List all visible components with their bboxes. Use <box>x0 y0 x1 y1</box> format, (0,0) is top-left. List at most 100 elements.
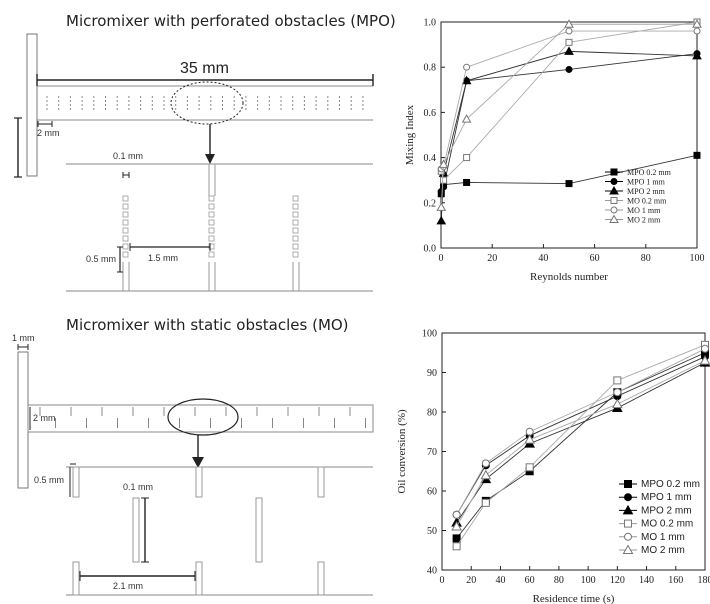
data-point <box>463 154 471 162</box>
data-point <box>701 344 709 353</box>
data-point <box>565 180 573 188</box>
y-tick-label: 60 <box>427 487 437 498</box>
mpo-detail-hole <box>122 235 129 242</box>
mpo-zoom-ellipse <box>170 81 244 125</box>
mpo-detail-hole <box>208 227 215 234</box>
data-point <box>610 197 618 204</box>
mpo-detail-hole <box>292 235 299 242</box>
mo-detail-wall <box>195 466 203 498</box>
mo-obstacle-row <box>39 407 366 428</box>
x-tick-label: 140 <box>639 575 654 586</box>
data-point <box>611 398 623 409</box>
data-point <box>622 544 634 554</box>
mpo-spacing-label: 1.5 mm <box>148 253 178 263</box>
mpo-detail-hole <box>122 211 129 218</box>
x-tick-label: 180 <box>698 575 710 586</box>
data-point <box>564 46 574 55</box>
mo-zoom-ellipse <box>167 398 239 436</box>
y-tick-label: 90 <box>427 368 437 379</box>
data-point <box>480 469 492 480</box>
data-point <box>461 75 472 85</box>
data-point <box>564 19 574 28</box>
legend-label: MO 1 mm <box>627 206 661 215</box>
mpo-detail-hole <box>292 211 299 218</box>
data-point <box>610 168 618 176</box>
y-axis-label: Mixing Index <box>404 104 416 165</box>
data-point <box>436 215 447 225</box>
mpo-hole-label: 0.1 mm <box>113 151 143 161</box>
mpo-detail-hole <box>208 235 215 242</box>
mpo-detail-hole <box>122 227 129 234</box>
x-axis-label: Residence time (s) <box>533 593 615 604</box>
data-point <box>613 388 622 397</box>
x-tick-label: 60 <box>590 253 600 264</box>
data-point <box>624 480 632 488</box>
data-point <box>693 151 701 159</box>
data-point <box>438 159 449 168</box>
x-tick-label: 40 <box>538 253 548 264</box>
data-point <box>452 510 461 519</box>
mo-detail-wall <box>132 497 140 563</box>
mpo-detail-hole <box>208 211 215 218</box>
mpo-length-label: 35 mm <box>180 60 229 77</box>
data-point <box>610 178 618 185</box>
data-point <box>565 27 573 35</box>
mo-schematic: Micromixer with static obstacles (MO) 1 … <box>12 316 374 596</box>
mo-detail-obstacles <box>72 466 325 596</box>
mpo-detail-hole <box>292 219 299 226</box>
data-point <box>624 532 632 541</box>
y-tick-label: 0.8 <box>424 63 437 74</box>
x-tick-label: 100 <box>581 575 596 586</box>
y-tick-label: 0.4 <box>424 153 437 164</box>
data-point <box>613 376 622 385</box>
mpo-detail-hole <box>292 195 299 202</box>
mpo-detail-hole <box>292 203 299 210</box>
legend-label: MPO 2 mm <box>641 505 692 516</box>
data-point <box>436 202 447 211</box>
mo-inlet-channel <box>17 351 29 489</box>
x-tick-label: 40 <box>495 575 505 586</box>
mpo-detail-hole <box>292 251 299 258</box>
data-point <box>481 459 490 468</box>
series-mo-0-2-mm <box>437 18 701 184</box>
data-point <box>624 493 632 502</box>
y-tick-label: 40 <box>427 566 437 577</box>
mpo-pitch-label: 0.5 mm <box>86 254 116 264</box>
mo-title: Micromixer with static obstacles (MO) <box>66 316 349 334</box>
mo-detail-wall <box>317 466 325 498</box>
series-mpo-2-mm <box>436 46 702 225</box>
y-axis-label: Oil conversion (%) <box>396 409 408 494</box>
mpo-obstacle-row <box>46 96 364 110</box>
mpo-detail-hole <box>208 203 215 210</box>
mo-detail-wall <box>255 497 263 563</box>
y-tick-label: 80 <box>427 408 437 419</box>
y-tick-label: 0.2 <box>424 198 437 209</box>
mo-channel-label: 2 mm <box>33 413 56 423</box>
legend-label: MPO 2 mm <box>627 187 666 196</box>
mpo-detail-hole <box>122 243 129 250</box>
legend-label: MO 1 mm <box>641 532 685 543</box>
data-point <box>610 206 618 214</box>
mpo-detail-obstacles <box>122 164 300 291</box>
data-point <box>565 38 573 46</box>
x-tick-label: 0 <box>440 575 445 586</box>
y-tick-label: 1.0 <box>424 18 437 29</box>
mpo-detail-hole <box>208 219 215 226</box>
legend-label: MPO 1 mm <box>641 492 692 503</box>
data-point <box>624 519 632 528</box>
mpo-detail-hole <box>292 243 299 250</box>
data-point <box>524 434 536 444</box>
mo-detail-wall <box>317 561 325 596</box>
legend-label: MO 0.2 mm <box>627 197 667 206</box>
mo-spacing-label: 2.1 mm <box>113 581 143 591</box>
legend-label: MPO 1 mm <box>627 178 666 187</box>
x-tick-label: 20 <box>487 253 497 264</box>
mpo-detail-hole <box>208 251 215 258</box>
data-point <box>463 63 471 71</box>
series-mo-2-mm <box>451 355 710 531</box>
oil-conversion-chart: 0 20 40 60 80 100 120 140 160 180 40 50 60 70 80 90 100 R… <box>396 329 710 604</box>
y-tick-label: 0.0 <box>424 244 437 255</box>
y-tick-label: 70 <box>427 447 437 458</box>
